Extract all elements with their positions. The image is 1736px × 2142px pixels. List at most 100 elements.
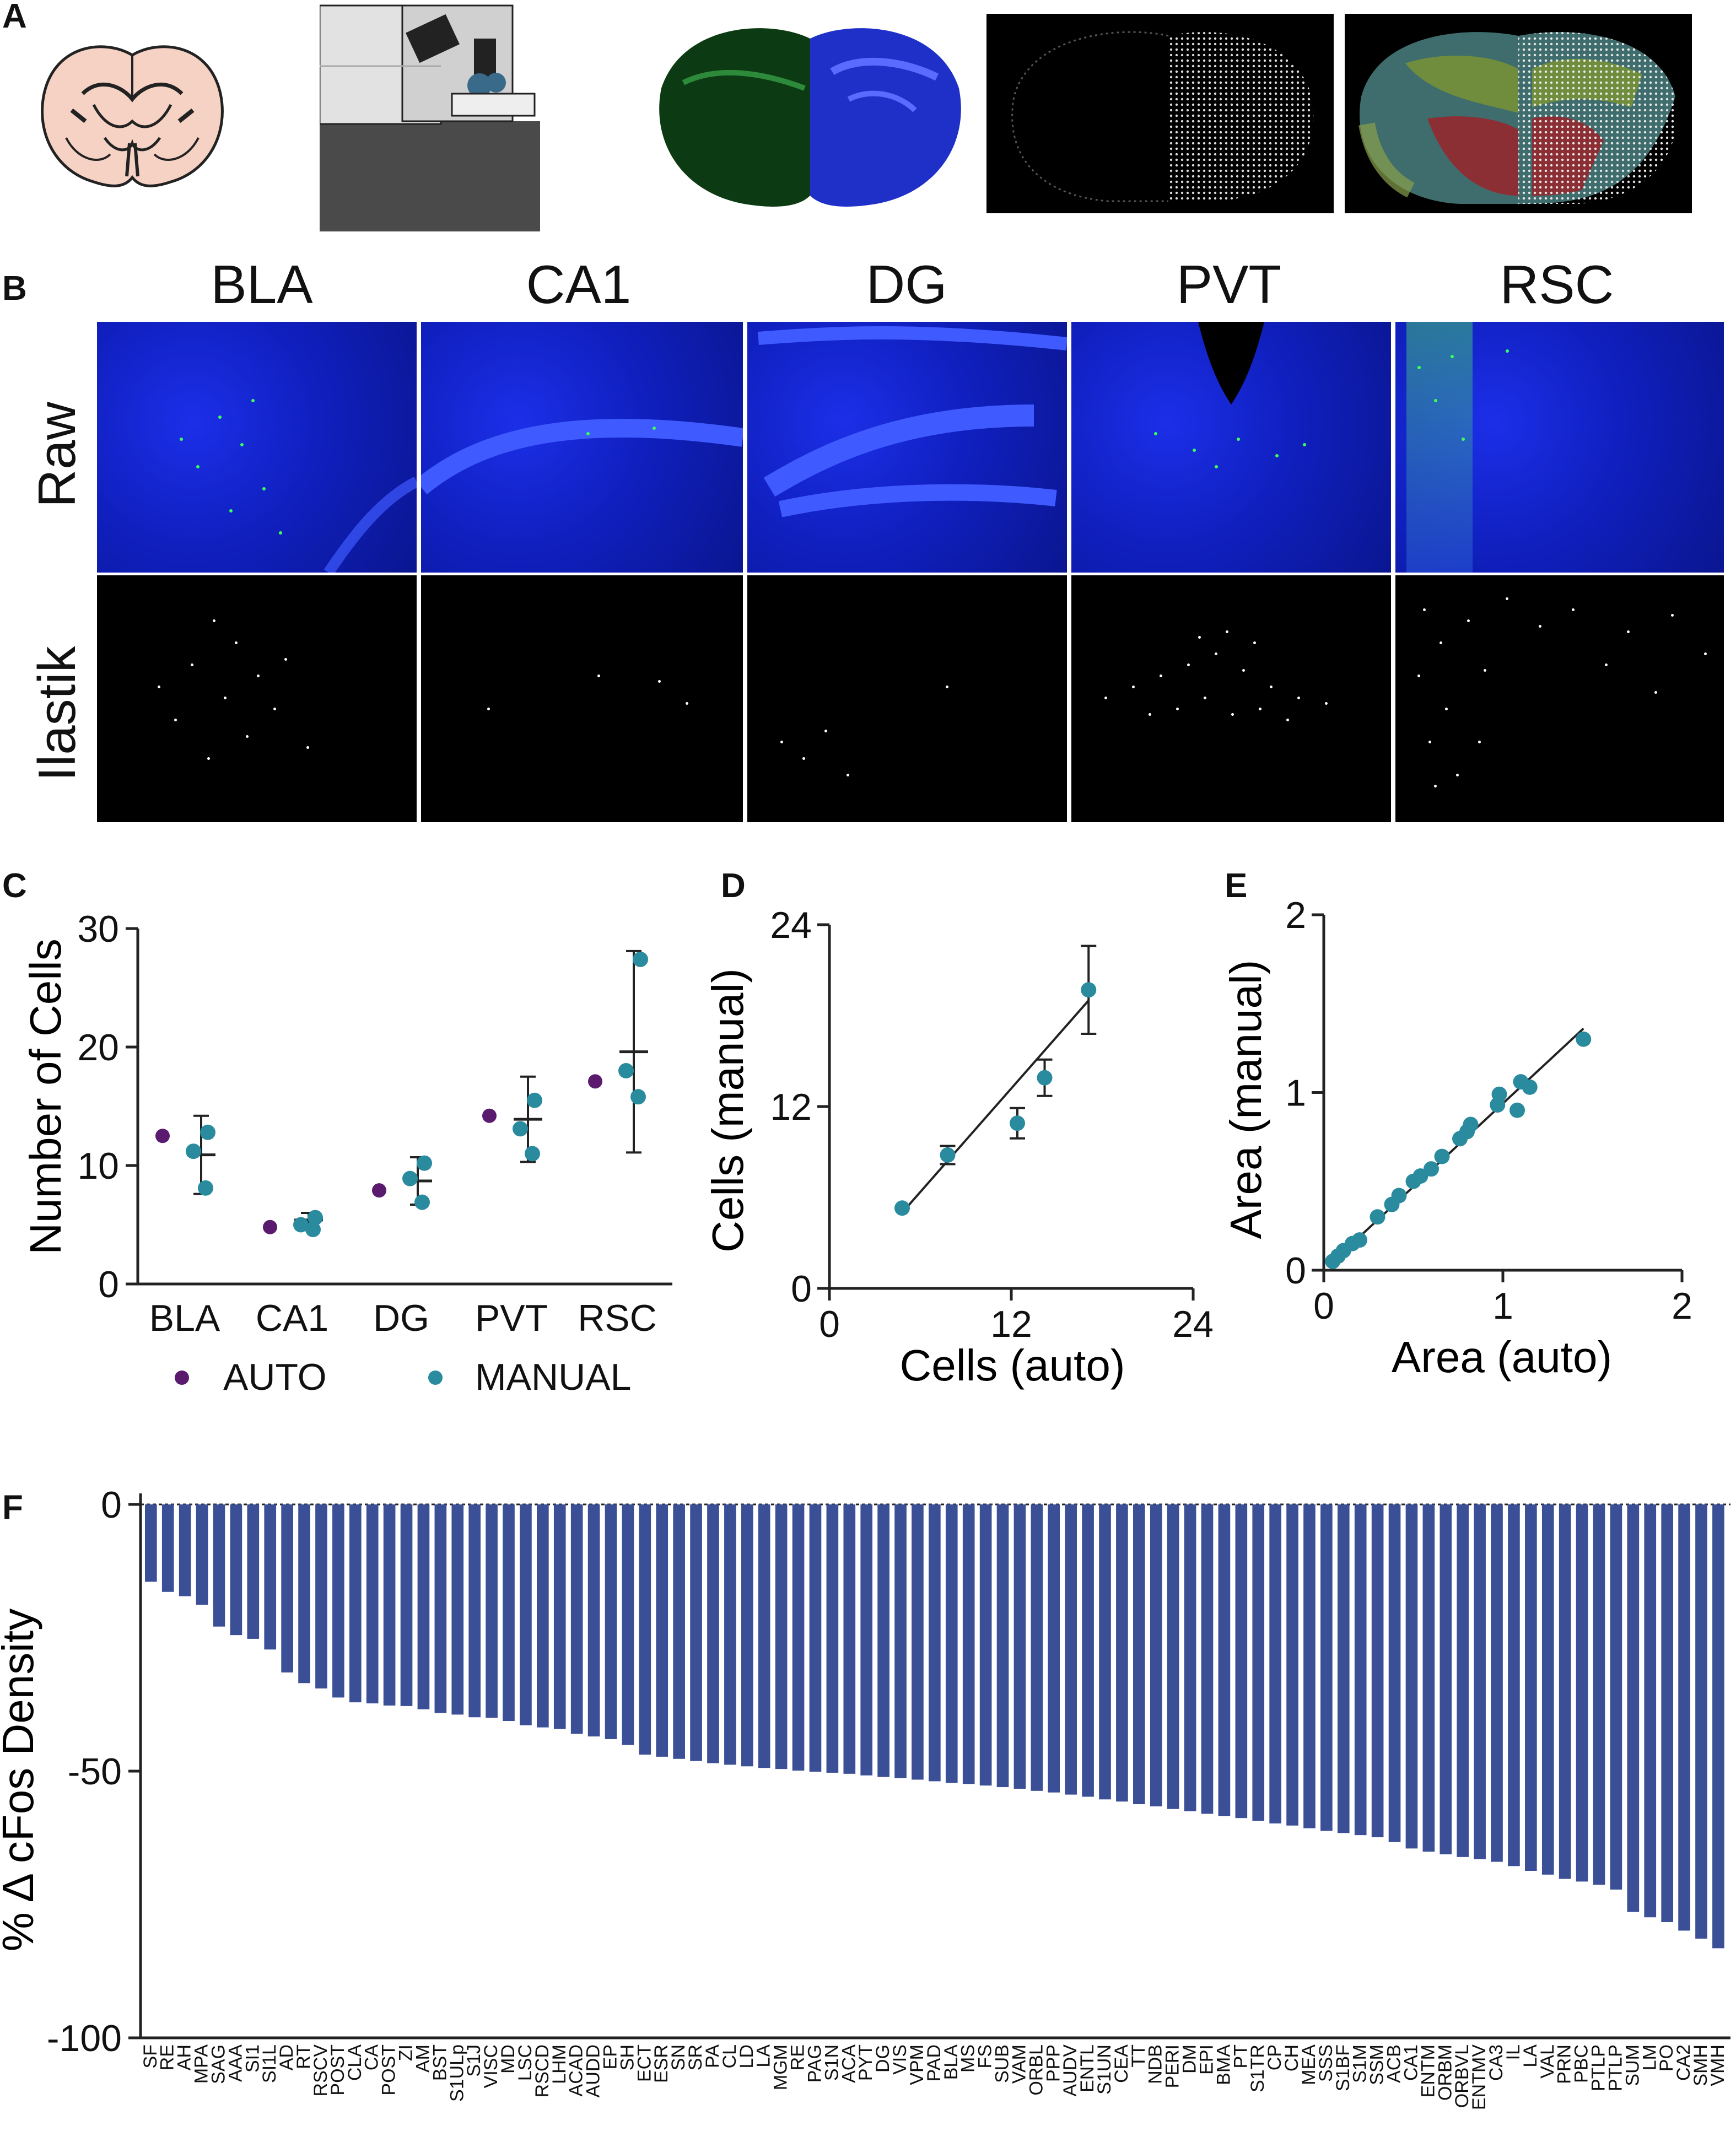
chart-f-bar [1541, 1504, 1554, 1875]
chart-d-point [1037, 1070, 1053, 1086]
ilastik-image-pvt [1071, 575, 1391, 822]
chart-e-point [1463, 1116, 1479, 1132]
chart-f-bar [161, 1504, 174, 1592]
chart-c-category-label: CA1 [256, 1297, 328, 1339]
atlas-registration [1345, 14, 1692, 213]
region-header-pvt: PVT [1176, 254, 1282, 315]
chart-f-category-label: LD [736, 2044, 757, 2068]
chart-e: Area (manual) Area (auto) 0 1 2 0 1 2 [1221, 894, 1692, 1382]
chart-f-bar [996, 1504, 1009, 1788]
chart-f-category-label: BST [429, 2044, 450, 2081]
chart-f-bar [145, 1504, 157, 1582]
chart-f-ytick-label: -50 [68, 1751, 122, 1793]
chart-e-fit-line [1327, 1027, 1584, 1268]
chart-c-auto-point [588, 1074, 602, 1089]
panel-label-c: C [2, 867, 27, 905]
chart-f-category-label: PT [1230, 2044, 1251, 2068]
panel-label-d: D [721, 867, 746, 905]
chart-f-bar [1133, 1504, 1145, 1805]
chart-f-category-label: PTLP [1605, 2044, 1626, 2091]
chart-f-bar [349, 1504, 362, 1703]
region-header-rsc: RSC [1500, 254, 1614, 315]
chart-e-point [1434, 1148, 1450, 1164]
chart-f-bar [690, 1504, 702, 1761]
chart-f-bar [1218, 1504, 1231, 1816]
chart-f-bar [1082, 1504, 1094, 1797]
chart-f-category-label: PAG [804, 2044, 825, 2082]
chart-f-bar [553, 1504, 566, 1729]
chart-f-bar [656, 1504, 668, 1757]
chart-f-bar [1508, 1504, 1520, 1866]
brain-section-diagram [41, 45, 224, 187]
chart-c-manual-point [417, 1155, 432, 1171]
chart-e-xtick-label: 1 [1492, 1285, 1513, 1327]
chart-f-bar [587, 1504, 600, 1737]
chart-f-category-label: ENTM [1417, 2044, 1438, 2097]
raw-image-rsc [1395, 322, 1724, 573]
chart-f-bar [383, 1504, 396, 1706]
chart-f-category-label: AH [174, 2044, 195, 2070]
chart-f-bar [179, 1504, 191, 1596]
chart-f-bar [758, 1504, 770, 1768]
chart-f-category-label: S1N [821, 2044, 842, 2081]
chart-f-bar [809, 1504, 822, 1772]
raw-image-pvt [1071, 322, 1391, 573]
chart-f-bar [503, 1504, 515, 1722]
chart-f-bar [366, 1504, 379, 1704]
chart-f-bar [1405, 1504, 1418, 1849]
chart-f-bar [264, 1504, 277, 1650]
chart-f-bar [622, 1504, 634, 1745]
chart-e-point [1424, 1161, 1439, 1177]
chart-f-category-label: CA2 [1673, 2044, 1694, 2081]
chart-d-point [894, 1200, 910, 1216]
chart-f-bar [1116, 1504, 1128, 1802]
raw-image-bla [97, 322, 417, 573]
chart-e-xlabel: Area (auto) [1392, 1332, 1612, 1382]
chart-f-category-label: POST [379, 2044, 400, 2096]
chart-f-bar [1184, 1504, 1196, 1811]
chart-c-ylabel: Number of Cells [21, 938, 70, 1255]
cell-detection-grid [986, 14, 1334, 213]
chart-f-bar [332, 1504, 344, 1698]
chart-f-bar [877, 1504, 889, 1777]
chart-f-category-label: MD [498, 2044, 519, 2074]
chart-f-bar [486, 1504, 498, 1718]
chart-f-bar [775, 1504, 788, 1769]
chart-f-bar [826, 1504, 839, 1773]
chart-f-category-label: SUB [992, 2044, 1013, 2083]
chart-d-ylabel: Cells (manual) [703, 968, 752, 1253]
chart-c-manual-point [186, 1143, 201, 1159]
chart-f-category-label: S1J [463, 2044, 484, 2077]
chart-f-category-label: ORBM [1435, 2044, 1455, 2101]
chart-f-category-label: RSCV [310, 2044, 331, 2097]
chart-c-manual-point [527, 1092, 542, 1108]
chart-f-bar [1388, 1504, 1401, 1842]
chart-f-category-label: AD [276, 2044, 297, 2070]
chart-f-category-label: SF [140, 2044, 161, 2068]
chart-c-manual-point [630, 1089, 646, 1105]
chart-f-bar [979, 1504, 992, 1786]
chart-f-category-label: SSS [1316, 2044, 1336, 2082]
chart-f-category-label: BLA [941, 2044, 962, 2080]
chart-d-point [1081, 982, 1097, 998]
chart-f-bar [1422, 1504, 1435, 1852]
chart-d-point [1010, 1115, 1025, 1131]
chart-f-bar [1559, 1504, 1571, 1879]
chart-f-category-label: RE [157, 2044, 178, 2070]
chart-d-ytick-label: 24 [770, 904, 812, 946]
chart-f-bar [1269, 1504, 1281, 1823]
chart-c-legend-manual-marker [428, 1371, 443, 1385]
chart-f-category-label: PO [1656, 2044, 1677, 2071]
chart-f-category-label: ENTMV [1469, 2044, 1490, 2110]
chart-f-bar [1457, 1504, 1469, 1857]
chart-f-category-label: CL [719, 2044, 740, 2068]
ilastik-image-ca1 [421, 575, 743, 822]
chart-f-bar [1627, 1504, 1640, 1912]
chart-e-point [1370, 1209, 1385, 1225]
chart-f-bar [1167, 1504, 1179, 1809]
chart-c-manual-point [198, 1180, 213, 1196]
chart-f-bar [1286, 1504, 1298, 1826]
chart-f-bar [605, 1504, 617, 1739]
chart-f-category-label: RE [788, 2044, 808, 2070]
chart-f: % Δ cFos Density 0-50-100SFREAHMPASAGAAA… [0, 1484, 1730, 2110]
